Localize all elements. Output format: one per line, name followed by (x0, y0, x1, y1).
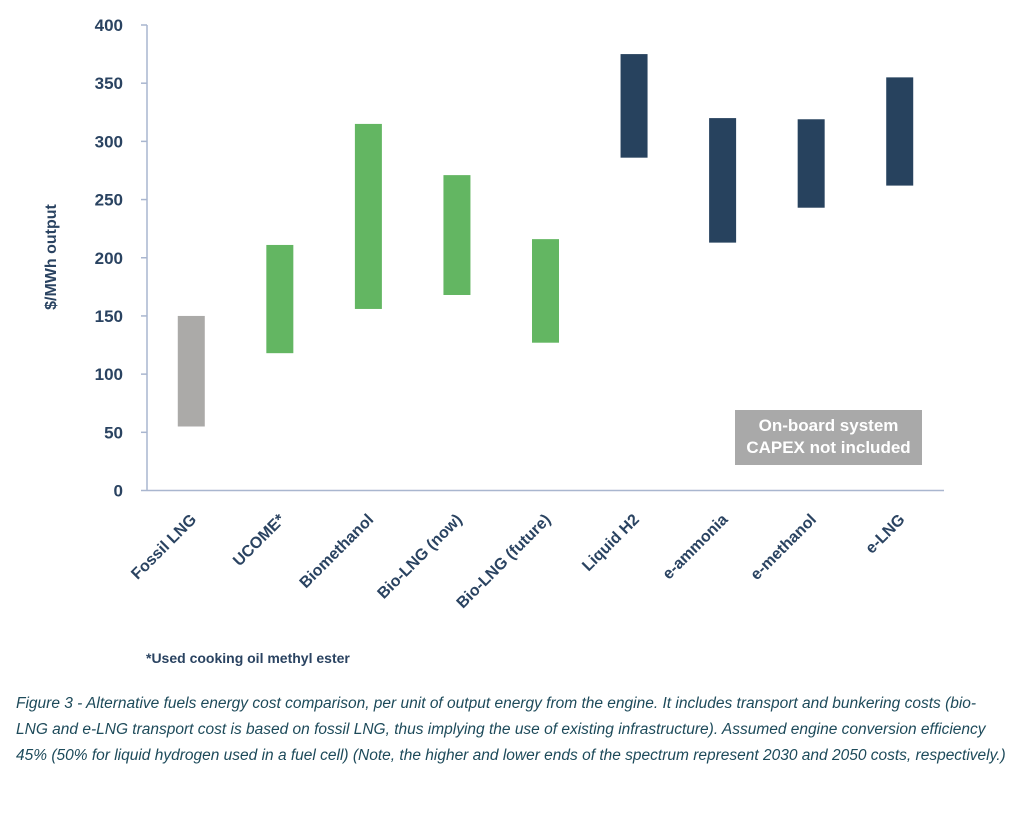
y-tick-label: 100 (95, 365, 123, 384)
x-category-label: UCOME* (230, 511, 289, 570)
y-tick-label: 200 (95, 249, 123, 268)
capex-annotation: On-board system CAPEX not included (735, 410, 922, 465)
annotation-line-2: CAPEX not included (746, 438, 911, 457)
range-bar-chart: 0 50 100 150 200 250 300 350 400 Fossil LNG UCOME*… (43, 16, 944, 612)
y-tick-label: 250 (95, 191, 123, 210)
range-bar (709, 118, 737, 243)
x-category-label: Liquid H2 (579, 511, 643, 575)
range-bar (177, 315, 205, 427)
range-bar (532, 239, 559, 343)
range-bar (886, 77, 914, 186)
range-bar (620, 54, 648, 158)
x-category-label: e-LNG (863, 511, 909, 557)
range-bar (266, 244, 294, 354)
figure-caption: Figure 3 - Alternative fuels energy cost… (16, 695, 1006, 764)
x-category-label: Biomethanol (297, 511, 378, 592)
range-bar (354, 123, 382, 309)
y-tick-label: 150 (95, 307, 123, 326)
y-tick-label: 0 (114, 482, 123, 501)
y-tick-label: 50 (104, 423, 123, 442)
labels: 0 50 100 150 200 250 300 350 400 Fossil LNG UCOME*… (95, 16, 909, 612)
y-tick-label: 300 (95, 132, 123, 151)
bars (177, 54, 914, 427)
range-bar (797, 119, 825, 208)
y-tick-label: 400 (95, 16, 123, 35)
y-axis-label: $/MWh output (43, 203, 60, 309)
x-category-label: Fossil LNG (128, 511, 200, 583)
x-category-label: e-ammonia (660, 511, 732, 583)
axes (141, 24, 944, 492)
x-category-label: e-methanol (748, 511, 820, 583)
footnote: *Used cooking oil methyl ester (146, 650, 350, 666)
y-tick-label: 350 (95, 74, 123, 93)
x-category-label: Bio-LNG (now) (375, 511, 466, 602)
annotation-line-1: On-board system (758, 416, 899, 435)
x-category-label: Bio-LNG (future) (454, 511, 555, 612)
range-bar (443, 175, 471, 295)
